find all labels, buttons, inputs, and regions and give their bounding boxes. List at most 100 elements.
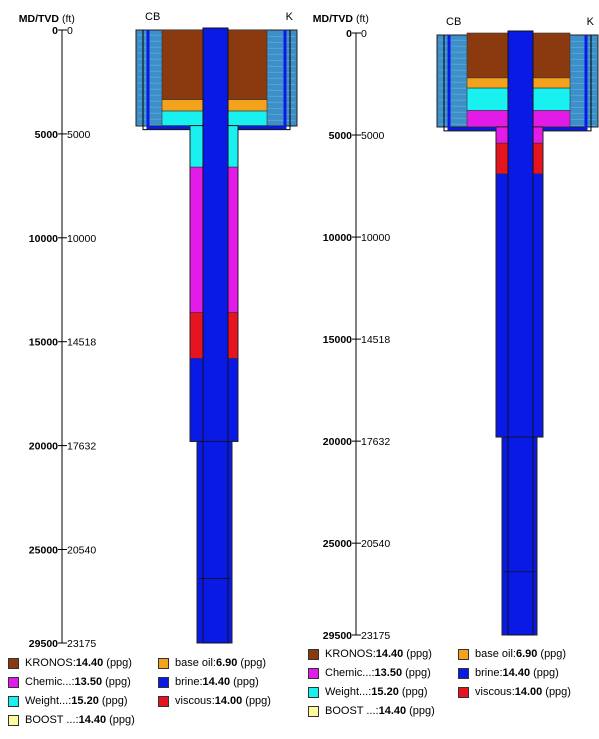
axis-tick-tvd-label: 10000 [361, 232, 390, 244]
legend-density-unit: (ppg) [105, 676, 131, 688]
legend-fluid-density: 14.40 [78, 714, 107, 726]
axis-tick-md-label: 25000 [29, 544, 58, 556]
legend-density-unit: (ppg) [405, 667, 431, 679]
legend-fluid-name: BOOST ... [25, 714, 76, 726]
legend-separator: : [68, 695, 72, 707]
axis-tick-md-label: 10000 [323, 232, 352, 244]
legend-fluid-name: viscous [475, 686, 512, 698]
axis-tick-tvd-label: 0 [361, 28, 367, 40]
legend-density-unit: (ppg) [240, 657, 267, 669]
legend-swatch-brine [158, 676, 169, 688]
legend-separator: : [368, 686, 372, 698]
legend-item-base_oil: base oil: 6.90 (ppg) [458, 648, 566, 660]
legend-density-unit: (ppg) [101, 695, 128, 707]
choke-line [447, 35, 498, 131]
axis-tick-md-label: 29500 [323, 630, 352, 642]
legend-item-weight: Weight...: 15.20 (ppg) [308, 686, 428, 698]
axis-tick-tvd-label: 0 [67, 25, 73, 37]
legend-fluid-name: viscous [175, 695, 212, 707]
drillstring [507, 30, 534, 636]
legend-swatch-base_oil [458, 648, 469, 660]
axis-tick-tvd-label: 17632 [67, 441, 96, 453]
legend-fluid-density: 13.50 [74, 676, 103, 688]
axis-tick-tvd-label: 10000 [67, 233, 96, 245]
choke-line [146, 30, 192, 130]
legend-fluid-name: base oil [175, 657, 213, 669]
legend-fluid-name: base oil [475, 648, 513, 660]
legend-fluid-name: Chemic... [325, 667, 372, 679]
axis-title: MD/TVD [19, 13, 60, 25]
legend-item-viscous: viscous: 14.00 (ppg) [158, 695, 271, 707]
legend-fluid-density: 14.40 [202, 676, 231, 688]
well-diagram-left: MD/TVD (ft) 0 0 5000 5000 10000 10000 15000 14518… [0, 0, 300, 734]
legend-fluid-density: 15.20 [371, 686, 399, 698]
legend-density-unit: (ppg) [533, 667, 559, 679]
axis-tick-tvd-label: 20540 [361, 538, 390, 550]
axis-tick-md-label: 20000 [29, 441, 58, 453]
legend-separator: : [499, 667, 503, 679]
legend-swatch-weight [8, 695, 19, 707]
axis-tick-tvd-label: 5000 [67, 129, 91, 141]
legend-item-boost: BOOST ...: 14.40 (ppg) [8, 714, 135, 726]
legend-density-unit: (ppg) [545, 686, 571, 698]
choke-line-outline [443, 35, 498, 132]
legend-density-unit: (ppg) [540, 648, 567, 660]
legend-density-unit: (ppg) [406, 648, 432, 660]
legend-separator: : [211, 695, 215, 707]
axis-tick-tvd-label: 20540 [67, 544, 96, 556]
legend-swatch-chemic [8, 676, 19, 688]
legend-swatch-chemic [308, 667, 319, 679]
axis-tick-tvd-label: 5000 [361, 130, 385, 142]
axis-tick-md-label: 20000 [323, 436, 352, 448]
legend-separator: : [72, 657, 76, 669]
legend-separator: : [75, 714, 79, 726]
axis-tick-tvd-label: 17632 [361, 436, 390, 448]
legend-density-unit: (ppg) [109, 714, 135, 726]
choke-line-label-cb: CB [145, 11, 160, 23]
legend-swatch-boost [308, 705, 319, 717]
kill-line-label-k: K [587, 16, 595, 28]
axis-tick-md-label: 15000 [29, 337, 58, 349]
legend-swatch-kronos [8, 657, 19, 669]
axis-tick-tvd-label: 23175 [67, 638, 96, 650]
axis-tick-md-label: 25000 [323, 538, 352, 550]
legend-density-unit: (ppg) [106, 657, 132, 669]
axis-tick-tvd-label: 14518 [361, 334, 390, 346]
legend-density-unit: (ppg) [401, 686, 428, 698]
legend-fluid-density: 15.20 [71, 695, 99, 707]
legend-separator: : [375, 705, 379, 717]
legend-fluid-name: KRONOS [25, 657, 73, 669]
axis-tick-md-label: 5000 [35, 129, 59, 141]
legend-swatch-viscous [158, 695, 169, 707]
legend-swatch-base_oil [158, 657, 169, 669]
legend-separator: : [512, 648, 516, 660]
legend-density-unit: (ppg) [233, 676, 259, 688]
choke-line-label-cb: CB [446, 16, 461, 28]
axis-tick-tvd-label: 14518 [67, 337, 96, 349]
well-diagram-right: MD/TVD (ft) 0 0 5000 5000 10000 10000 15000 14518… [300, 0, 599, 734]
legend-item-brine: brine: 14.40 (ppg) [458, 667, 559, 679]
legend-fluid-name: KRONOS [325, 648, 373, 660]
kill-line-outline [236, 30, 291, 131]
kill-line-label-k: K [286, 11, 294, 23]
axis-tick-tvd-label: 23175 [361, 630, 390, 642]
legend-separator: : [71, 676, 75, 688]
legend-item-kronos: KRONOS: 14.40 (ppg) [8, 657, 132, 669]
legend-item-viscous: viscous: 14.00 (ppg) [458, 686, 571, 698]
legend-fluid-density: 13.50 [374, 667, 403, 679]
kill-line-outline [541, 35, 592, 132]
legend-swatch-weight [308, 686, 319, 698]
legend-item-boost: BOOST ...: 14.40 (ppg) [308, 705, 435, 717]
axis-unit: (ft) [356, 13, 369, 25]
legend-density-unit: (ppg) [245, 695, 271, 707]
legend-fluid-density: 14.40 [378, 705, 407, 717]
legend-fluid-name: brine [175, 676, 200, 688]
legend-swatch-boost [8, 714, 19, 726]
legend-fluid-density: 14.00 [214, 695, 243, 707]
legend-swatch-brine [458, 667, 469, 679]
axis-tick-md-label: 29500 [29, 638, 58, 650]
legend-item-chemic: Chemic...: 13.50 (ppg) [308, 667, 431, 679]
legend-separator: : [371, 667, 375, 679]
legend-separator: : [372, 648, 376, 660]
legend-item-weight: Weight...: 15.20 (ppg) [8, 695, 128, 707]
